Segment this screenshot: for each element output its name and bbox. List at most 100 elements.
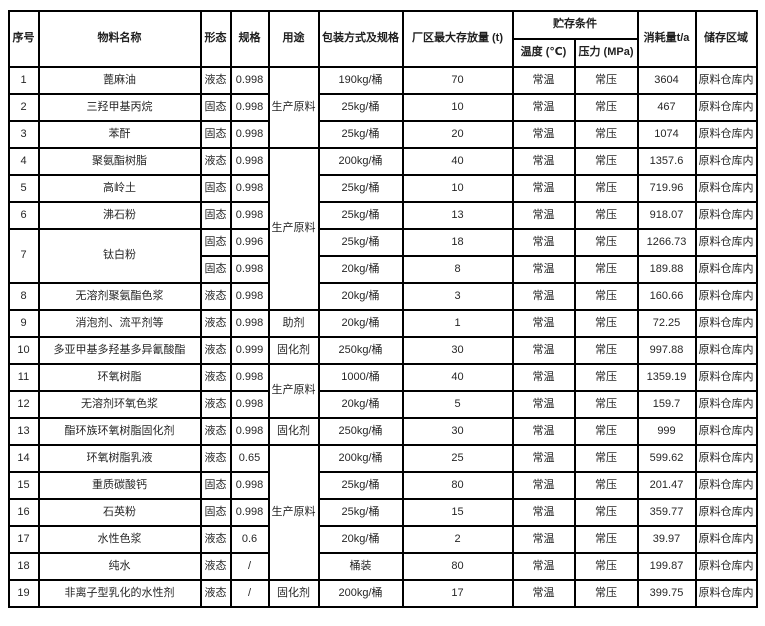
- cell-packaging: 200kg/桶: [317, 444, 404, 473]
- cell-consumption: 599.62: [636, 444, 697, 473]
- cell-storage-area: 原料仓库内: [694, 147, 758, 176]
- cell-material-name: 石英粉: [37, 498, 202, 527]
- cell-storage-area: 原料仓库内: [694, 363, 758, 392]
- cell-pressure: 常压: [573, 255, 639, 284]
- cell-packaging: 190kg/桶: [317, 66, 404, 95]
- cell-material-name: 无溶剂聚氨酯色浆: [37, 282, 202, 311]
- cell-index: 6: [7, 201, 40, 230]
- cell-max-storage: 18: [401, 228, 514, 257]
- cell-material-name: 消泡剂、流平剂等: [37, 309, 202, 338]
- cell-form: 液态: [199, 552, 232, 581]
- column-header-storage-conditions: 贮存条件: [511, 10, 639, 40]
- cell-consumption: 467: [636, 93, 697, 122]
- table-row: 13 酯环族环氧树脂固化剂 液态 0.998 固化剂 250kg/桶 30 常温 常压 999 原料…: [7, 417, 758, 446]
- cell-spec: 0.998: [229, 93, 270, 122]
- cell-storage-area: 原料仓库内: [694, 255, 758, 284]
- cell-pressure: 常压: [573, 363, 639, 392]
- table-row: 固态 0.998 20kg/桶 8 常温 常压 189.88 原料仓库内: [9, 255, 758, 284]
- cell-storage-area: 原料仓库内: [694, 66, 758, 95]
- cell-storage-area: 原料仓库内: [694, 282, 758, 311]
- cell-temperature: 常温: [511, 66, 576, 95]
- cell-index: 10: [7, 336, 40, 365]
- cell-storage-area: 原料仓库内: [694, 120, 758, 149]
- cell-use: 生产原料: [267, 363, 320, 419]
- column-header-use: 用途: [267, 10, 320, 68]
- cell-pressure: 常压: [573, 444, 639, 473]
- table-row: 7 钛白粉 固态 0.996 25kg/桶 18 常温 常压 1266.73 原料仓库内: [7, 228, 758, 284]
- cell-material-name: 环氧树脂: [37, 363, 202, 392]
- cell-form: 液态: [199, 282, 232, 311]
- cell-consumption: 1359.19: [636, 363, 697, 392]
- cell-material-name: 高岭土: [37, 174, 202, 203]
- cell-pressure: 常压: [573, 174, 639, 203]
- cell-spec: /: [229, 579, 270, 608]
- cell-form: 液态: [199, 336, 232, 365]
- cell-pressure: 常压: [573, 417, 639, 446]
- cell-storage-area: 原料仓库内: [694, 228, 758, 257]
- materials-table-header: 序号 物料名称 形态 规格 用途 包装方式及规格 厂区最大存放量 (t) 贮存条…: [7, 10, 758, 68]
- cell-storage-area: 原料仓库内: [694, 552, 758, 581]
- cell-form: 液态: [199, 363, 232, 392]
- cell-temperature: 常温: [511, 228, 576, 257]
- cell-storage-area: 原料仓库内: [694, 579, 758, 608]
- cell-index: 12: [7, 390, 40, 419]
- cell-temperature: 常温: [511, 417, 576, 446]
- table-row: 14 环氧树脂乳液 液态 0.65 生产原料 200kg/桶 25 常温 常压 599.62 原料仓…: [7, 444, 758, 581]
- cell-storage-area: 原料仓库内: [694, 498, 758, 527]
- cell-form: 固态: [199, 174, 232, 203]
- cell-material-name: 蓖麻油: [37, 66, 202, 95]
- cell-spec: 0.998: [229, 282, 270, 311]
- cell-spec: 0.6: [229, 525, 270, 554]
- cell-material-name: 多亚甲基多羟基多异氰酸酯: [37, 336, 202, 365]
- cell-packaging: 25kg/桶: [317, 201, 404, 230]
- cell-use: 生产原料: [267, 66, 320, 149]
- table-row: 1 蓖麻油 液态 0.998 生产原料 190kg/桶 70 常温 常压 3604 原料仓库内: [7, 66, 758, 149]
- cell-max-storage: 5: [401, 390, 514, 419]
- cell-use: 固化剂: [267, 417, 320, 446]
- table-row: 11 环氧树脂 液态 0.998 生产原料 1000/桶 40 常温 常压 1359.19 原料仓库…: [7, 363, 758, 419]
- cell-storage-area: 原料仓库内: [694, 309, 758, 338]
- cell-material-name: 重质碳酸钙: [37, 471, 202, 500]
- cell-consumption: 1266.73: [636, 228, 697, 257]
- cell-form: 液态: [199, 66, 232, 95]
- cell-spec: /: [229, 552, 270, 581]
- table-row: 12 无溶剂环氧色浆 液态 0.998 20kg/桶 5 常温 常压 159.7 原料仓库内: [7, 390, 758, 419]
- table-row: 17 水性色浆 液态 0.6 20kg/桶 2 常温 常压 39.97 原料仓库内: [7, 525, 758, 554]
- cell-packaging: 25kg/桶: [317, 228, 404, 257]
- cell-max-storage: 25: [401, 444, 514, 473]
- cell-consumption: 997.88: [636, 336, 697, 365]
- cell-temperature: 常温: [511, 255, 576, 284]
- cell-max-storage: 17: [401, 579, 514, 608]
- column-header-storage-area: 储存区域: [694, 10, 758, 68]
- cell-consumption: 189.88: [636, 255, 697, 284]
- cell-consumption: 201.47: [636, 471, 697, 500]
- cell-max-storage: 10: [401, 93, 514, 122]
- cell-material-name: 非离子型乳化的水性剂: [37, 579, 202, 608]
- cell-pressure: 常压: [573, 336, 639, 365]
- cell-form: 固态: [199, 471, 232, 500]
- table-row: 19 非离子型乳化的水性剂 液态 / 固化剂 200kg/桶 17 常温 常压 399.75 原料仓…: [7, 579, 758, 608]
- cell-spec: 0.999: [229, 336, 270, 365]
- cell-index: 9: [7, 309, 40, 338]
- cell-temperature: 常温: [511, 444, 576, 473]
- cell-temperature: 常温: [511, 282, 576, 311]
- cell-temperature: 常温: [511, 471, 576, 500]
- cell-storage-area: 原料仓库内: [694, 525, 758, 554]
- cell-consumption: 399.75: [636, 579, 697, 608]
- cell-index: 18: [7, 552, 40, 581]
- cell-index: 17: [7, 525, 40, 554]
- materials-table-body: 1 蓖麻油 液态 0.998 生产原料 190kg/桶 70 常温 常压 3604 原料仓库内 2 三羟…: [7, 66, 758, 608]
- cell-temperature: 常温: [511, 201, 576, 230]
- cell-consumption: 72.25: [636, 309, 697, 338]
- cell-form: 固态: [199, 498, 232, 527]
- cell-packaging: 25kg/桶: [317, 93, 404, 122]
- cell-storage-area: 原料仓库内: [694, 444, 758, 473]
- table-row: 4 聚氨酯树脂 液态 0.998 生产原料 200kg/桶 40 常温 常压 1357.6 原料仓库…: [7, 147, 758, 311]
- cell-packaging: 200kg/桶: [317, 579, 404, 608]
- cell-consumption: 1357.6: [636, 147, 697, 176]
- table-row: 3 苯酐 固态 0.998 25kg/桶 20 常温 常压 1074 原料仓库内: [7, 120, 758, 149]
- cell-max-storage: 80: [401, 471, 514, 500]
- cell-index: 14: [7, 444, 40, 473]
- cell-pressure: 常压: [573, 201, 639, 230]
